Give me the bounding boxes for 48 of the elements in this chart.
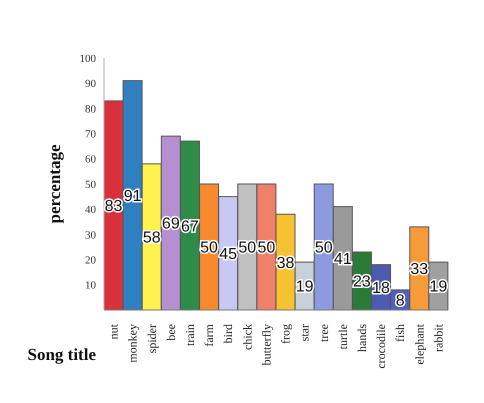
x-tick-label: frog xyxy=(278,324,293,344)
x-tick-label: turtle xyxy=(336,324,350,350)
x-tick-label: nut xyxy=(106,323,121,340)
x-tick-label: butterfly xyxy=(259,324,274,366)
x-tick-label: monkey xyxy=(126,324,140,363)
x-tick-label: crocodile xyxy=(374,324,388,369)
data-label: 69 xyxy=(162,216,180,233)
x-tick-label: fish xyxy=(393,324,408,342)
data-label: 8 xyxy=(396,292,405,310)
data-label: 45 xyxy=(219,246,238,263)
data-label: 91 xyxy=(124,188,142,206)
data-label: 19 xyxy=(296,278,314,296)
x-tick-label: train xyxy=(183,324,197,346)
data-label: 83 xyxy=(104,198,122,216)
data-label: 50 xyxy=(314,240,333,257)
y-tick-label: 30 xyxy=(85,229,96,242)
data-label: 67 xyxy=(181,218,199,236)
y-tick-label: 90 xyxy=(85,78,96,90)
y-tick-label: 100 xyxy=(80,52,96,65)
x-tick-label: farm xyxy=(202,323,216,347)
x-tick-label: hands xyxy=(355,324,369,352)
data-label: 50 xyxy=(238,240,256,257)
data-label: 19 xyxy=(429,278,448,296)
data-label: 38 xyxy=(276,254,294,272)
data-label: 41 xyxy=(334,251,352,268)
data-label: 23 xyxy=(353,274,371,291)
y-tick-label: 80 xyxy=(85,103,96,116)
y-tick-label: 60 xyxy=(85,154,96,166)
x-tick-label: spider xyxy=(144,324,159,354)
data-label: 50 xyxy=(257,240,276,257)
y-tick-label: 40 xyxy=(85,204,96,216)
data-label: 50 xyxy=(200,240,218,257)
y-tick-label: 50 xyxy=(85,178,96,191)
y-tick-label: 70 xyxy=(85,128,96,141)
y-tick-label: 10 xyxy=(85,280,96,292)
data-label: 33 xyxy=(410,261,428,278)
x-tick-label: chick xyxy=(240,324,254,350)
x-tick-label: rabbit xyxy=(431,323,446,352)
x-tick-label: star xyxy=(298,324,312,342)
data-label: 58 xyxy=(142,230,161,247)
y-tick-label: 20 xyxy=(85,254,96,267)
x-tick-label: bird xyxy=(221,324,236,344)
x-tick-label: elephant xyxy=(412,323,426,365)
x-axis-title: Song title xyxy=(28,345,96,364)
x-tick-label: bee xyxy=(164,324,178,341)
y-axis-title: percentage xyxy=(45,144,64,224)
x-tick-label: tree xyxy=(316,324,331,342)
data-label: 18 xyxy=(372,280,390,297)
